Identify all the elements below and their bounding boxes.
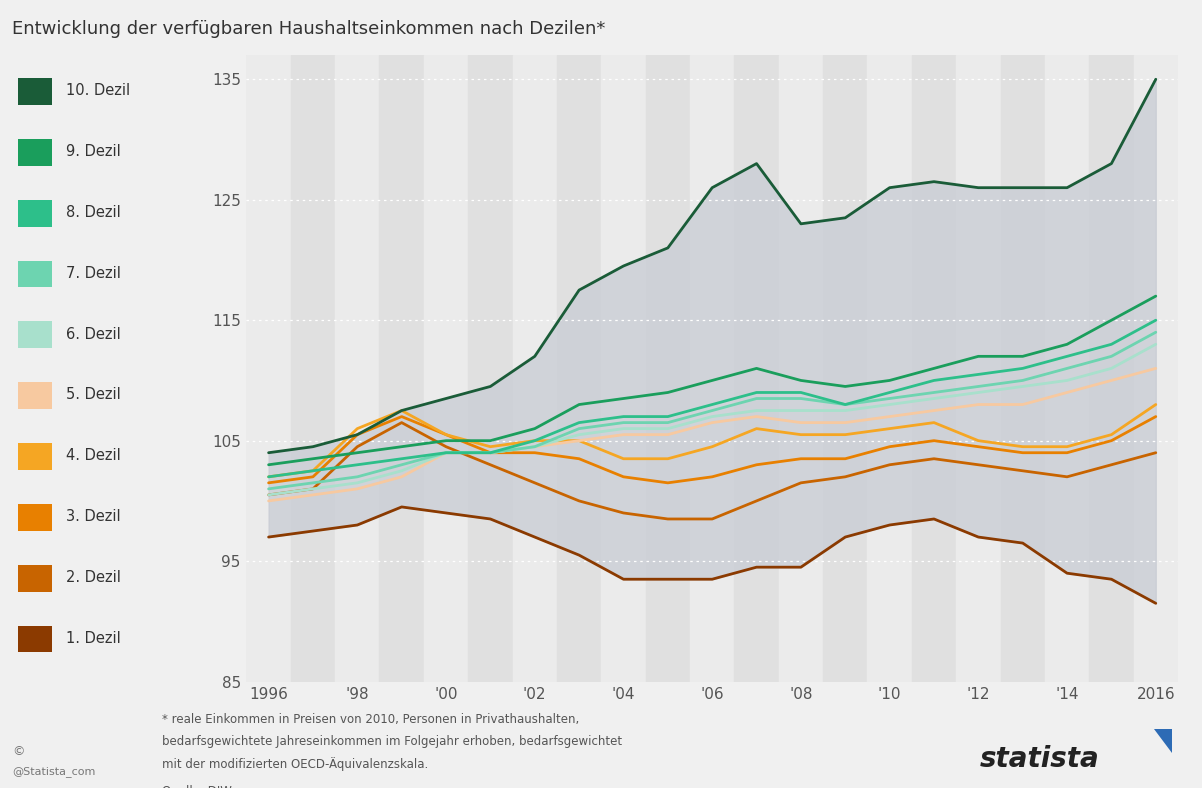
Text: 8. Dezil: 8. Dezil bbox=[66, 205, 121, 220]
Text: statista: statista bbox=[980, 745, 1100, 773]
Bar bbox=[335, 55, 380, 682]
Text: Entwicklung der verfügbaren Haushaltseinkommen nach Dezilen*: Entwicklung der verfügbaren Haushaltsein… bbox=[12, 20, 606, 38]
Text: 6. Dezil: 6. Dezil bbox=[66, 326, 121, 341]
Text: 9. Dezil: 9. Dezil bbox=[66, 144, 121, 159]
Bar bbox=[868, 55, 912, 682]
Text: 5. Dezil: 5. Dezil bbox=[66, 388, 121, 403]
Text: 1. Dezil: 1. Dezil bbox=[66, 630, 121, 646]
Text: Quelle: DIW: Quelle: DIW bbox=[162, 784, 232, 788]
Text: 7. Dezil: 7. Dezil bbox=[66, 266, 121, 281]
Text: @Statista_com: @Statista_com bbox=[12, 766, 95, 777]
Bar bbox=[469, 55, 512, 682]
Bar bbox=[601, 55, 645, 682]
Bar bbox=[557, 55, 601, 682]
Bar bbox=[779, 55, 823, 682]
Bar bbox=[912, 55, 956, 682]
Bar bbox=[246, 55, 291, 682]
Bar bbox=[734, 55, 779, 682]
Text: 3. Dezil: 3. Dezil bbox=[66, 509, 120, 524]
Text: bedarfsgewichtete Jahreseinkommen im Folgejahr erhoben, bedarfsgewichtet: bedarfsgewichtete Jahreseinkommen im Fol… bbox=[162, 735, 623, 748]
Bar bbox=[380, 55, 424, 682]
Bar bbox=[291, 55, 335, 682]
Bar bbox=[645, 55, 690, 682]
Bar bbox=[823, 55, 868, 682]
Bar bbox=[1133, 55, 1178, 682]
Text: 10. Dezil: 10. Dezil bbox=[66, 83, 130, 98]
Bar bbox=[1089, 55, 1133, 682]
Bar bbox=[1000, 55, 1045, 682]
Bar bbox=[1045, 55, 1089, 682]
Bar bbox=[512, 55, 557, 682]
Text: * reale Einkommen in Preisen von 2010, Personen in Privathaushalten,: * reale Einkommen in Preisen von 2010, P… bbox=[162, 713, 579, 726]
Bar bbox=[690, 55, 734, 682]
Text: 2. Dezil: 2. Dezil bbox=[66, 570, 121, 585]
Bar bbox=[956, 55, 1000, 682]
Text: 4. Dezil: 4. Dezil bbox=[66, 448, 121, 463]
Text: ©: © bbox=[12, 745, 24, 757]
Bar bbox=[424, 55, 469, 682]
Text: mit der modifizierten OECD-Äquivalenzskala.: mit der modifizierten OECD-Äquivalenzska… bbox=[162, 757, 429, 771]
